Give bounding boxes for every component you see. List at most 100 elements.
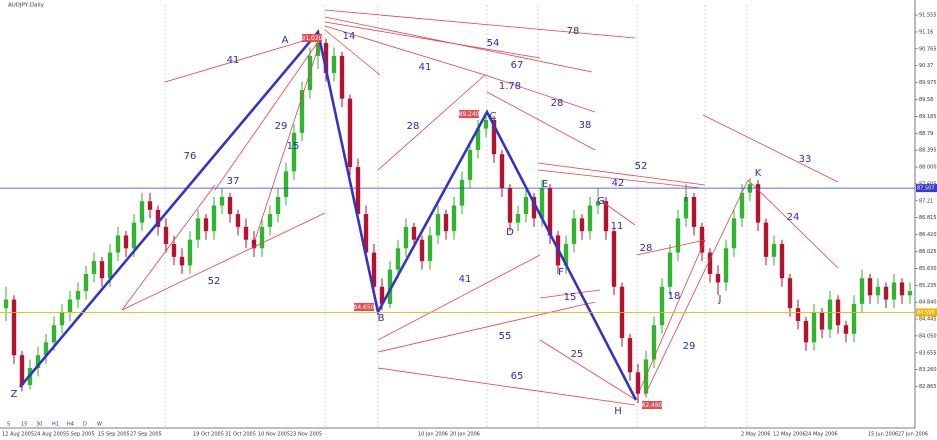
annotation: B xyxy=(378,313,385,324)
candle-body xyxy=(43,342,49,356)
candle-body xyxy=(691,196,697,227)
x-tick-label: 15 Jun 2006 xyxy=(868,432,898,438)
candle-body xyxy=(467,149,473,180)
annotation: E xyxy=(542,179,548,190)
candle-body xyxy=(323,43,329,73)
annotation: 67 xyxy=(511,60,524,71)
timeframe[interactable]: 15 xyxy=(21,422,27,428)
candle-body xyxy=(715,273,721,283)
x-tick-label: 12 May 2006 xyxy=(773,432,806,438)
annotation: K xyxy=(755,168,762,179)
annotation: 54 xyxy=(487,38,500,49)
candle-body xyxy=(579,218,585,232)
y-tick-label: 84.445 xyxy=(919,317,937,323)
annotation: 37 xyxy=(227,176,240,187)
candle-body xyxy=(11,299,17,356)
candle-body xyxy=(547,188,553,236)
price-tag-label: 84.650 xyxy=(354,304,375,311)
candle-body xyxy=(707,252,713,274)
candle-body xyxy=(211,205,217,232)
candle-body xyxy=(571,218,577,245)
annotation: 76 xyxy=(184,151,197,162)
candle-body xyxy=(163,226,169,245)
candle-body xyxy=(395,248,401,270)
candle-body xyxy=(611,231,617,287)
candle-body xyxy=(827,299,833,330)
candle-body xyxy=(875,286,881,296)
timeframe[interactable]: 5 xyxy=(7,422,10,428)
candle-body xyxy=(299,90,305,133)
candle-body xyxy=(171,244,177,257)
candle-body xyxy=(379,286,385,304)
y-tick-label: 90.37 xyxy=(919,63,933,69)
candle-body xyxy=(883,286,889,300)
price-line-tag xyxy=(916,184,937,193)
timeframe[interactable]: H4 xyxy=(67,422,74,428)
annotation: 65 xyxy=(511,371,524,382)
annotation: F xyxy=(558,267,564,278)
candle-body xyxy=(115,235,121,253)
candle-body xyxy=(59,312,65,326)
candle-body xyxy=(459,179,465,206)
candle-body xyxy=(219,196,225,206)
candle-body xyxy=(683,196,689,219)
y-tick-label: 83.655 xyxy=(919,350,937,356)
candle-body xyxy=(779,244,785,279)
candle-body xyxy=(723,248,729,283)
x-tick-label: 24 Aug 2005 xyxy=(34,432,66,438)
candle-body xyxy=(195,218,201,240)
y-tick-label: 86.815 xyxy=(919,215,937,221)
timeframes: 5 15 30 H1 H4 D W xyxy=(7,422,102,428)
candle-body xyxy=(851,303,857,334)
x-tick-label: 12 Aug 2005 xyxy=(2,432,34,438)
candle-body xyxy=(355,167,361,215)
candle-body xyxy=(427,235,433,262)
candle-body xyxy=(275,196,281,215)
candle-body xyxy=(531,196,537,219)
annotation: 41 xyxy=(419,62,432,73)
chart-title: AUDJPY,Daily xyxy=(8,3,45,9)
price-tag: 89.240 xyxy=(459,110,480,118)
price-tag: 91.020 xyxy=(302,34,323,42)
timeframe[interactable]: H1 xyxy=(52,422,59,428)
y-tick-label: 90.765 xyxy=(919,46,937,52)
timeframe[interactable]: 30 xyxy=(36,422,42,428)
candle-body xyxy=(699,226,705,253)
candle-body xyxy=(131,222,137,249)
candle-body xyxy=(51,325,57,343)
candle-body xyxy=(411,226,417,240)
x-tick-label: 10 Jan 2006 xyxy=(418,432,448,438)
y-tick-label: 83.260 xyxy=(919,367,937,373)
candle-body xyxy=(19,355,25,386)
annotation: G xyxy=(597,196,605,207)
zigzag xyxy=(19,29,638,401)
price-tag-label: 91.020 xyxy=(302,35,323,42)
timeframe[interactable]: D xyxy=(83,422,87,428)
price-tag-label: 89.240 xyxy=(459,111,480,118)
annotation: 14 xyxy=(343,31,356,42)
y-tick-label: 89.58 xyxy=(919,97,933,103)
annotation: H xyxy=(614,406,622,417)
x-tick-label: 15 Sep 2005 xyxy=(98,432,130,438)
x-tick-label: 20 Jan 2006 xyxy=(450,432,480,438)
candle-body xyxy=(347,98,353,168)
candle-body xyxy=(899,282,905,296)
candle-body xyxy=(635,372,641,394)
annotation: 25 xyxy=(571,349,584,360)
annotation: 78 xyxy=(567,26,580,37)
annotation: 41 xyxy=(227,55,240,66)
candles xyxy=(3,37,913,404)
candle-body xyxy=(179,256,185,266)
candle-body xyxy=(491,120,497,155)
candle-body xyxy=(563,244,569,266)
annotation: 28 xyxy=(407,121,420,132)
candle-body xyxy=(795,308,801,321)
candle-body xyxy=(67,299,73,313)
candle-body xyxy=(371,252,377,287)
candle-body xyxy=(843,325,849,334)
candle-body xyxy=(651,325,657,360)
candle-body xyxy=(451,205,457,232)
y-tick-label: 86.420 xyxy=(919,232,937,238)
timeframe[interactable]: W xyxy=(97,422,102,428)
candle-body xyxy=(819,312,825,330)
